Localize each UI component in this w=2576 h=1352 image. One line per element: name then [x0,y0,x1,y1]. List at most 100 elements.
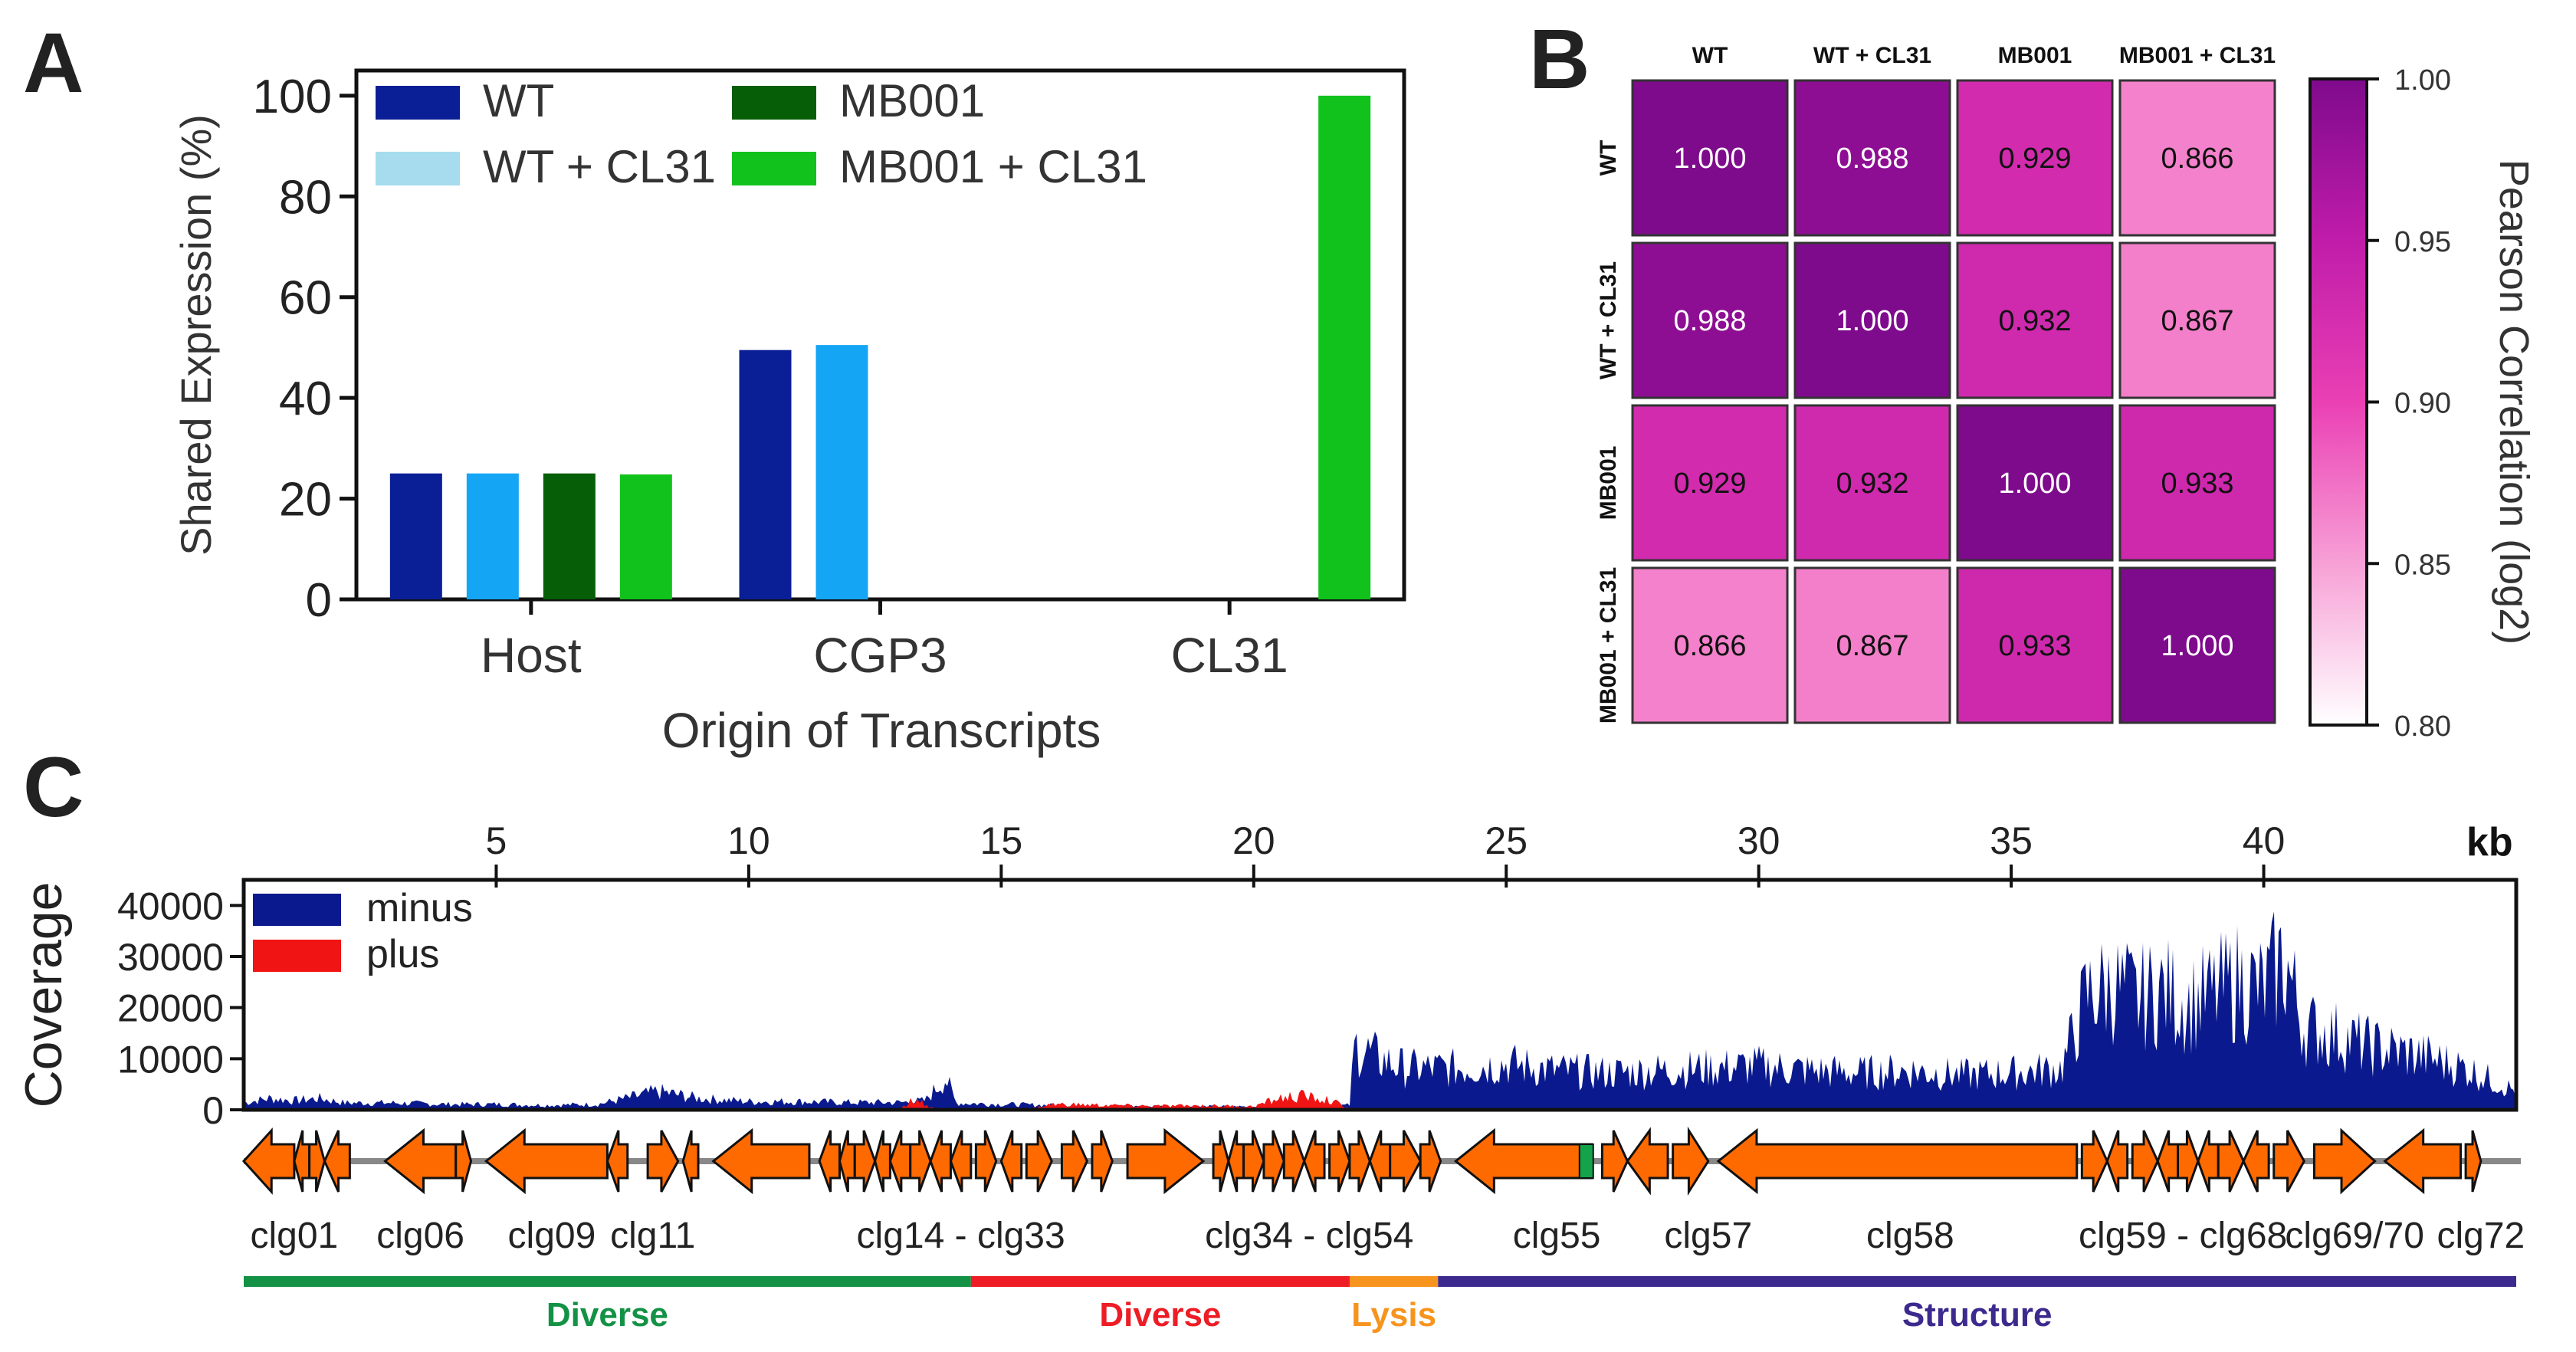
cell-value: 0.929 [1673,468,1746,500]
cell-value: 0.866 [2161,143,2233,175]
gene-arrow [1419,1130,1442,1193]
cell-value: 1.000 [1998,468,2071,500]
y-tick-label: 10000 [117,1038,224,1081]
legend-swatch [732,152,816,185]
colorbar-label: Pearson Correlation (log2) [2491,159,2537,645]
gene-arrow [2464,1130,2482,1193]
region-bar [244,1276,971,1287]
panel-label-c: C [23,740,84,835]
region-label: Lysis [1351,1296,1436,1334]
bar [389,473,442,599]
gene-arrow [949,1130,973,1193]
x-tick-label: 35 [1990,819,2033,862]
bar-chart-panel: 0 20 40 60 80 100 Shared Expression (%) Origin … [172,68,1406,758]
gene-arrow [293,1130,311,1193]
gene-arrow [2080,1130,2108,1193]
y-tick-label: 20000 [117,987,224,1030]
gene-label: clg57 [1664,1216,1752,1256]
y-axis-label: Shared Expression (%) [172,114,220,556]
gene-arrow [2177,1130,2200,1193]
gene-arrow [1212,1130,1230,1193]
region-label: Diverse [546,1296,668,1334]
coverage-panel: 0 10000 20000 30000 40000 Coverage 5 10 15 20 25 30… [15,819,2525,1334]
region-bar [1438,1276,2516,1287]
y-tick-label: 0 [202,1089,224,1132]
cell-value: 0.988 [1836,143,1908,175]
gene-arrow [1303,1130,1326,1193]
heatmap-panel: WT WT + CL31 MB001 MB001 + CL31 WT WT + CL31 M… [1596,43,2537,743]
region-bar [1349,1276,1439,1287]
cell-value: 0.932 [1836,468,1908,500]
gene-arrow [818,1130,841,1193]
gene-arrow [1282,1130,1306,1193]
legend-swatch [732,86,816,120]
gene-arrow [874,1130,891,1193]
cell-value: 1.000 [1836,305,1908,337]
gene-arrow [1126,1127,1206,1195]
heatmap-cell [1631,566,1789,724]
heatmap-cell [2118,404,2276,562]
x-axis-unit: kb [2466,820,2513,865]
heatmap-cell [1631,241,1789,399]
gene-arrow [1389,1130,1422,1193]
x-tick-label: CGP3 [813,628,947,683]
gene-arrow [909,1130,932,1193]
cell-value: 0.932 [1998,305,2071,337]
y-tick-label: 100 [253,71,332,123]
gene-arrow [974,1130,998,1193]
row-label: MB001 + CL31 [1596,567,1621,724]
gene-arrow [1672,1126,1710,1196]
column-label: WT [1692,43,1728,68]
cell-value: 0.866 [1673,630,1746,662]
cell-value: 1.000 [1673,143,1746,175]
gene-arrow [681,1130,700,1193]
legend-label: plus [366,932,439,976]
colorbar-tick-label: 0.95 [2394,226,2451,258]
heatmap-cell [1631,79,1789,237]
x-axis-label: Origin of Transcripts [662,703,1101,758]
gene-marker [1578,1144,1594,1179]
legend-label: WT [483,75,554,126]
gene-label: clg59 - clg68 [2079,1216,2287,1256]
cell-value: 0.867 [2161,305,2233,337]
colorbar-tick-label: 0.80 [2394,710,2451,743]
heatmap-cell [2118,241,2276,399]
gene-arrow [1328,1130,1351,1193]
y-tick-label: 20 [279,474,332,527]
gene-arrow [2105,1130,2129,1193]
cell-value: 0.929 [1998,143,2071,175]
gene-label: clg09 [508,1216,596,1256]
heatmap-cell [1793,241,1951,399]
bar [543,473,596,599]
gene-label: clg55 [1513,1216,1601,1256]
bar [815,345,868,599]
y-tick-label: 0 [306,574,332,627]
gene-arrow [1368,1130,1392,1193]
gene-arrow [2197,1130,2220,1193]
legend-swatch [253,940,341,972]
gene-arrow [241,1127,296,1195]
region-bar [970,1276,1350,1287]
gene-arrow [711,1127,811,1195]
gene-arrow [2131,1130,2159,1193]
legend-label: WT + CL31 [483,141,716,192]
gene-label: clg01 [251,1216,339,1256]
gene-arrow [838,1130,856,1193]
row-label: MB001 [1596,446,1621,520]
gene-arrow [999,1130,1023,1193]
gene-label: clg58 [1866,1216,1954,1256]
bar [466,473,519,599]
panel-label-b: B [1529,12,1590,107]
y-tick-label: 80 [279,171,332,224]
gene-arrow [605,1130,629,1193]
gene-arrow [383,1127,458,1195]
row-label: WT [1596,140,1621,176]
gene-arrow [1716,1127,2079,1195]
gene-arrow [1453,1127,1593,1195]
column-label: WT + CL31 [1813,43,1931,68]
gene-arrow [1060,1130,1088,1193]
heatmap-cell [1956,79,2114,237]
cell-value: 0.867 [1836,630,1908,662]
gene-arrow [454,1130,473,1193]
colorbar-tick-label: 0.90 [2394,388,2451,420]
